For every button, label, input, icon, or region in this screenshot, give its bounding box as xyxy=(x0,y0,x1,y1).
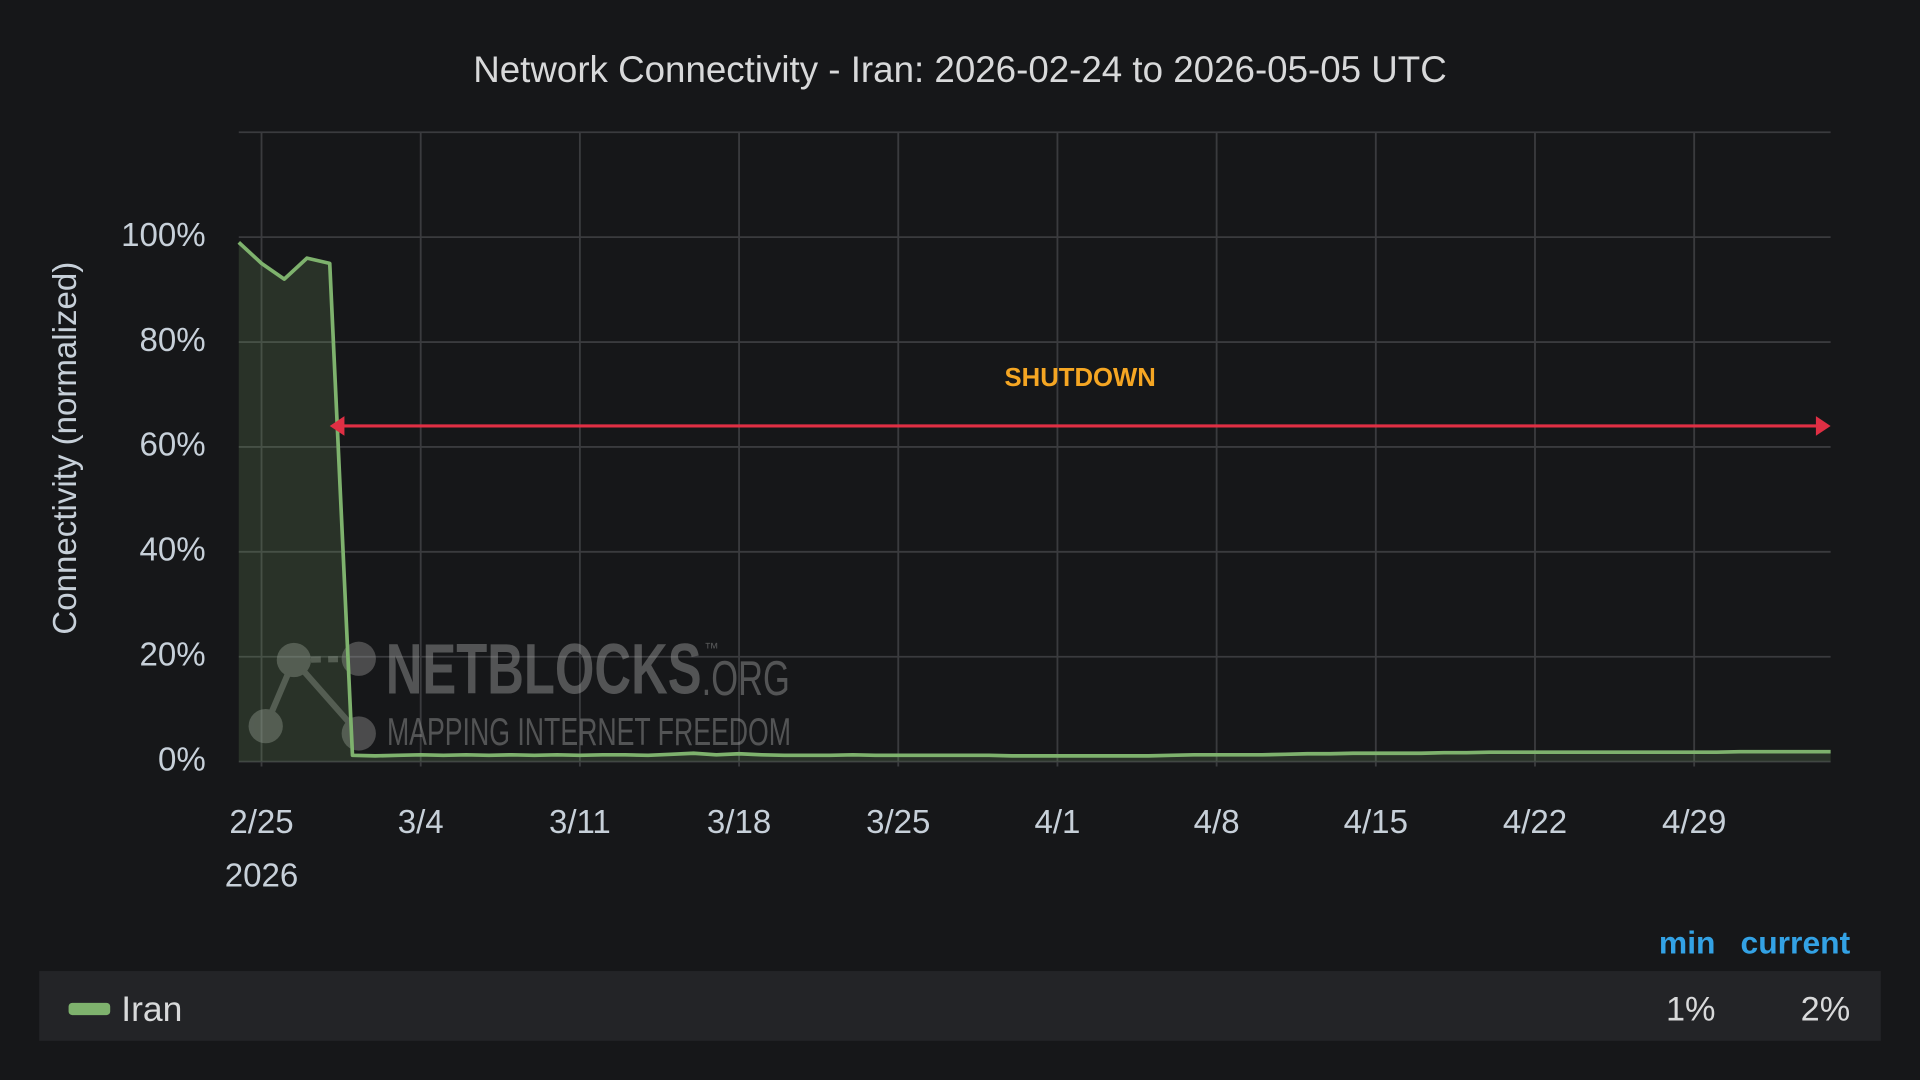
chart-title: Network Connectivity - Iran: 2026-02-24 … xyxy=(473,49,1447,90)
x-tick-label: 4/22 xyxy=(1503,804,1567,841)
series-line xyxy=(237,241,1831,758)
x-year-label: 2026 xyxy=(225,858,299,895)
watermark-tm: ™ xyxy=(704,641,719,657)
annotation-label: SHUTDOWN xyxy=(1004,364,1155,392)
y-tick-label: 40% xyxy=(140,532,206,569)
x-tick-label: 3/4 xyxy=(398,804,444,841)
y-axis-label: Connectivity (normalized) xyxy=(47,262,84,635)
x-tick-label: 3/18 xyxy=(707,804,771,841)
legend-label: Iran xyxy=(121,989,182,1029)
arrow-head xyxy=(1815,416,1831,436)
watermark-tagline: MAPPING INTERNET FREEDOM xyxy=(387,711,791,754)
x-tick-label: 4/29 xyxy=(1662,804,1726,841)
y-tick-label: 60% xyxy=(140,427,206,464)
y-tick-label: 0% xyxy=(158,741,206,778)
y-tick-label: 100% xyxy=(121,217,206,254)
x-tick-label: 3/25 xyxy=(866,804,930,841)
x-tick-label: 4/15 xyxy=(1344,804,1408,841)
x-tick-label: 2/25 xyxy=(229,804,293,841)
x-tick-label: 4/8 xyxy=(1194,804,1240,841)
legend-swatch xyxy=(68,1002,111,1016)
legend-stat-value: 1% xyxy=(1666,990,1716,1028)
y-tick-label: 80% xyxy=(140,322,206,359)
watermark: NETBLOCKS ™ .ORG MAPPING INTERNET FREEDO… xyxy=(248,630,791,754)
y-tick-label: 20% xyxy=(140,636,206,673)
logo-link xyxy=(291,657,362,736)
logo-node xyxy=(248,708,283,744)
logo-node xyxy=(276,642,312,678)
x-tick-label: 3/11 xyxy=(549,804,611,841)
logo-link xyxy=(262,658,297,728)
watermark-suffix: .ORG xyxy=(702,652,790,706)
x-tick-label: 4/1 xyxy=(1034,804,1080,841)
legend-stat-header: min xyxy=(1659,925,1716,961)
arrow-head xyxy=(329,416,345,436)
watermark-title: NETBLOCKS xyxy=(386,630,702,709)
legend-row xyxy=(39,971,1881,1041)
legend-stat-header: current xyxy=(1741,925,1851,961)
legend-stat-value: 2% xyxy=(1801,990,1851,1028)
